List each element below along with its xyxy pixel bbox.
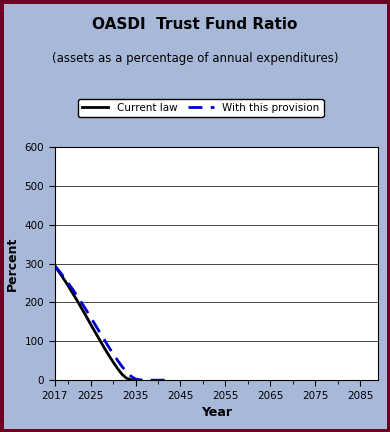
Text: OASDI  Trust Fund Ratio: OASDI Trust Fund Ratio (92, 17, 298, 32)
Y-axis label: Percent: Percent (6, 236, 19, 291)
Text: (assets as a percentage of annual expenditures): (assets as a percentage of annual expend… (52, 52, 338, 65)
Legend: Current law, With this provision: Current law, With this provision (78, 99, 324, 117)
X-axis label: Year: Year (201, 406, 232, 419)
